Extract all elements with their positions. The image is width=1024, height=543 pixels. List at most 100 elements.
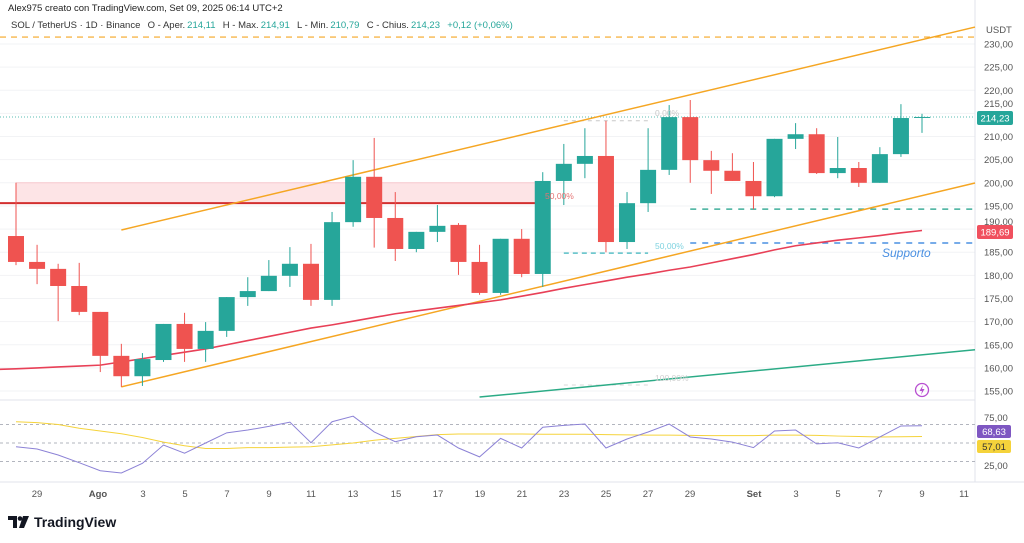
candle-body xyxy=(429,225,446,232)
candle xyxy=(513,229,530,278)
candle xyxy=(176,312,193,362)
price-tick-label: 165,00 xyxy=(984,340,1013,351)
time-tick-label: 5 xyxy=(835,489,840,500)
time-tick-label: 25 xyxy=(601,489,612,500)
candle xyxy=(555,143,572,206)
time-tick-label: 3 xyxy=(793,489,798,500)
time-tick-label: 9 xyxy=(919,489,924,500)
fib-0-label: 0,00% xyxy=(655,108,680,118)
candle xyxy=(829,137,846,179)
candle-body xyxy=(492,238,509,293)
candle-body xyxy=(281,263,298,276)
price-tick-label: 215,00 xyxy=(984,99,1013,110)
price-tick-label: 225,00 xyxy=(984,63,1013,74)
symbol-name[interactable]: SOL / TetherUS · 1D · Binance xyxy=(11,20,141,31)
close-value: 214,23 xyxy=(410,20,440,31)
candle-body xyxy=(218,297,235,331)
candle-body xyxy=(682,117,699,161)
candle xyxy=(871,147,888,183)
candle xyxy=(408,231,425,253)
candle xyxy=(619,192,636,249)
time-tick-label: Ago xyxy=(89,489,108,500)
candle-body xyxy=(871,154,888,183)
price-tick-label: 185,00 xyxy=(984,248,1013,259)
svg-text:57,01: 57,01 xyxy=(982,442,1006,453)
candle-body xyxy=(113,355,130,377)
candle-body xyxy=(92,311,109,356)
time-tick-label: 29 xyxy=(32,489,43,500)
candle xyxy=(914,113,931,133)
ma-badge: 189,69 xyxy=(977,225,1013,239)
price-tick-label: 210,00 xyxy=(984,132,1013,143)
green-trendline xyxy=(479,348,976,398)
rsi-ma-line xyxy=(15,421,923,450)
candle-body xyxy=(745,180,762,197)
channel-upper-line xyxy=(121,26,976,231)
candle xyxy=(92,311,109,373)
candle-body xyxy=(408,231,425,249)
candle-body xyxy=(703,160,720,171)
candle xyxy=(239,277,256,306)
price-tick-label: 175,00 xyxy=(984,294,1013,305)
candle-body xyxy=(661,117,678,170)
candle xyxy=(71,262,88,316)
currency-label: USDT xyxy=(986,25,1012,36)
price-tick-label: 230,00 xyxy=(984,40,1013,51)
candle-body xyxy=(555,163,572,181)
candle-body xyxy=(450,224,467,262)
candle xyxy=(345,160,362,227)
candle-body xyxy=(597,155,614,243)
candle xyxy=(429,205,446,243)
candle xyxy=(534,172,551,287)
candle-body xyxy=(787,134,804,139)
candle xyxy=(260,260,277,292)
candle xyxy=(387,192,404,262)
candle-body xyxy=(239,291,256,298)
candle xyxy=(155,323,172,362)
time-tick-label: 19 xyxy=(475,489,486,500)
time-tick-label: 5 xyxy=(182,489,187,500)
candle xyxy=(808,128,825,175)
price-tick-label: 195,00 xyxy=(984,201,1013,212)
candle xyxy=(787,123,804,150)
price-chart[interactable]: 230,00 225,00 220,00 215,00 210,00 205,00 200,… xyxy=(0,0,1024,510)
candle-body xyxy=(892,118,909,155)
time-tick-label: 27 xyxy=(643,489,654,500)
open-value: 214,11 xyxy=(187,20,216,31)
candle-body xyxy=(914,116,931,118)
time-tick-label: 21 xyxy=(517,489,528,500)
fib-100-label: 100,00% xyxy=(655,373,689,383)
time-tick-label: 23 xyxy=(559,489,570,500)
rsi-tick-label: 25,00 xyxy=(984,461,1008,472)
time-tick-label: 29 xyxy=(685,489,696,500)
fib-50-red-label: 50,00% xyxy=(545,191,574,201)
candle-body xyxy=(29,261,46,269)
time-tick-label: 7 xyxy=(224,489,229,500)
candle-body xyxy=(8,236,24,262)
candle xyxy=(366,137,383,248)
candle-body xyxy=(302,263,319,300)
chart-credit: Alex975 creato con TradingView.com, Set … xyxy=(8,3,283,14)
rsi-badge: 68,63 xyxy=(977,425,1011,438)
candle-body xyxy=(324,222,341,300)
low-value: 210,79 xyxy=(330,20,360,31)
candle-body xyxy=(724,170,741,181)
time-tick-label: 13 xyxy=(348,489,359,500)
channel-lower-line xyxy=(121,182,976,388)
candle-body xyxy=(366,176,383,218)
svg-text:68,63: 68,63 xyxy=(982,427,1006,438)
price-tick-label: 205,00 xyxy=(984,155,1013,166)
symbol-legend: SOL / TetherUS · 1D · Binance O - Aper. 2… xyxy=(11,20,515,31)
candle xyxy=(703,150,720,194)
candle xyxy=(850,161,867,187)
time-tick-label: 3 xyxy=(140,489,145,500)
candle-body xyxy=(534,180,551,274)
candle xyxy=(724,153,741,181)
svg-text:214,23: 214,23 xyxy=(980,114,1009,125)
support-label: Supporto xyxy=(882,246,931,260)
time-tick-label: 17 xyxy=(433,489,444,500)
candle xyxy=(134,353,151,386)
tradingview-logo[interactable]: TradingView xyxy=(8,514,116,530)
lightning-icon[interactable] xyxy=(914,382,930,398)
change-value: +0,12 (+0,06%) xyxy=(447,20,513,31)
